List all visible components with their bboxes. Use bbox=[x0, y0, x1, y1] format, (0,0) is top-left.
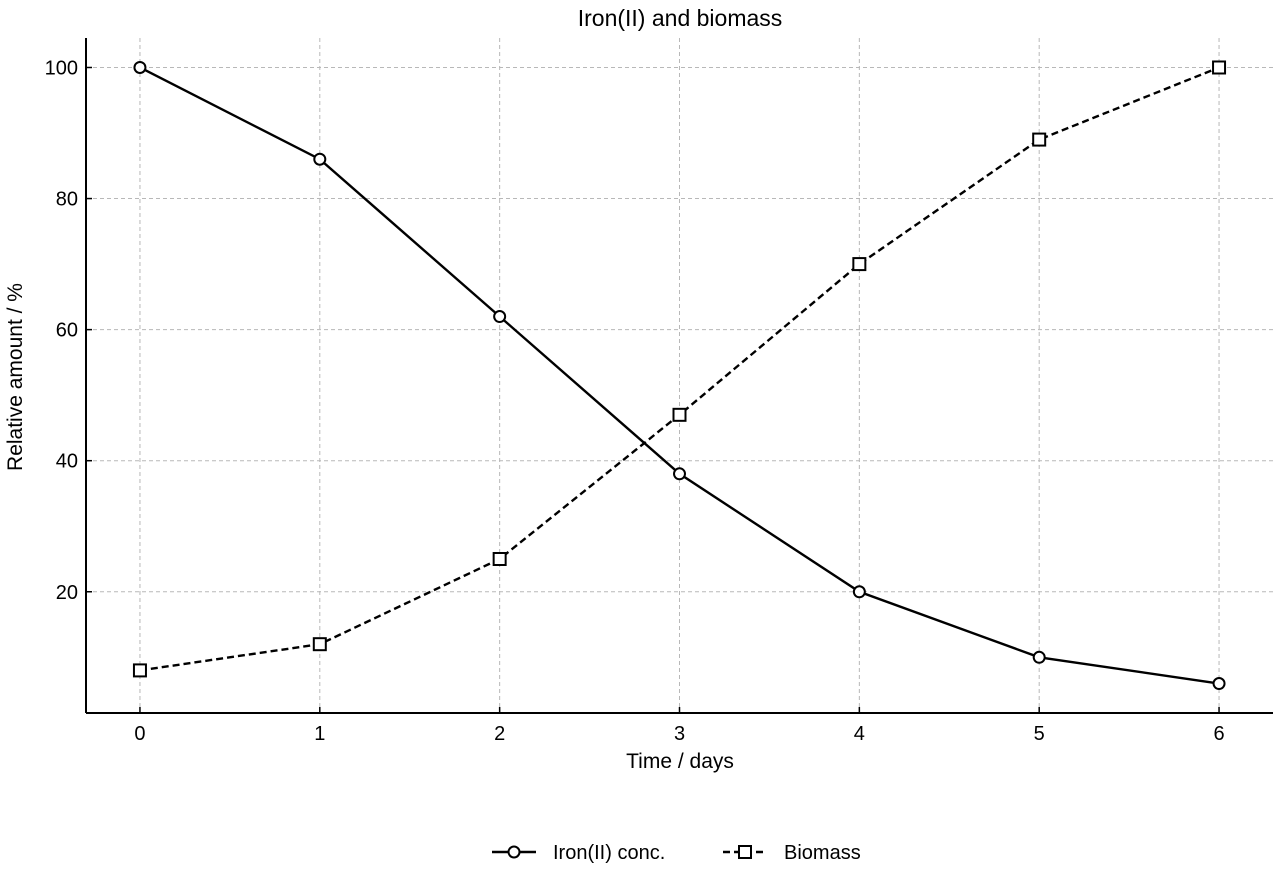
y-tick-label: 100 bbox=[45, 57, 78, 79]
square-data-point bbox=[312, 637, 327, 652]
x-tick-label: 1 bbox=[314, 723, 325, 745]
square-data-point bbox=[1032, 132, 1047, 147]
series-group bbox=[132, 60, 1227, 691]
x-tick-label: 5 bbox=[1034, 723, 1045, 745]
y-tick-label: 60 bbox=[56, 320, 78, 342]
circle-data-point bbox=[1032, 650, 1046, 664]
circle-data-point bbox=[493, 310, 507, 324]
square-data-point bbox=[672, 407, 687, 422]
circle-data-point bbox=[673, 467, 686, 481]
circle-data-point bbox=[313, 152, 327, 166]
series-1 bbox=[133, 60, 1226, 691]
chart-title: Iron(II) and biomass bbox=[578, 5, 783, 31]
x-tick-label: 6 bbox=[1213, 723, 1224, 745]
legend-marker-1 bbox=[507, 845, 521, 859]
y-tick-label: 80 bbox=[56, 189, 78, 211]
circle-data-point bbox=[852, 585, 866, 599]
legend-label-2: Biomass bbox=[784, 842, 861, 864]
legend-marker-2 bbox=[738, 845, 752, 859]
x-tick-label: 4 bbox=[854, 723, 865, 745]
legend-label-1: Iron(II) conc. bbox=[553, 842, 665, 864]
circle-data-point bbox=[1212, 677, 1226, 691]
y-tick-label: 40 bbox=[56, 451, 78, 473]
square-data-point bbox=[1212, 60, 1227, 75]
x-tick-label: 0 bbox=[134, 723, 145, 745]
x-tick-label: 3 bbox=[674, 723, 685, 745]
grid bbox=[86, 38, 1273, 713]
square-data-point bbox=[492, 551, 507, 566]
square-data-point bbox=[852, 257, 867, 272]
x-axis-label: Time / days bbox=[626, 750, 734, 773]
y-axis-label: Relative amount / % bbox=[4, 283, 27, 471]
circle-data-point bbox=[133, 60, 147, 74]
legend: Iron(II) conc. Biomass bbox=[492, 842, 861, 864]
y-tick-label: 20 bbox=[56, 582, 78, 604]
series-2 bbox=[132, 60, 1227, 678]
square-data-point bbox=[132, 663, 147, 678]
ticks: 0 1 2 3 4 5 6 20 40 60 80 100 bbox=[45, 57, 1225, 745]
x-tick-label: 2 bbox=[494, 723, 505, 745]
